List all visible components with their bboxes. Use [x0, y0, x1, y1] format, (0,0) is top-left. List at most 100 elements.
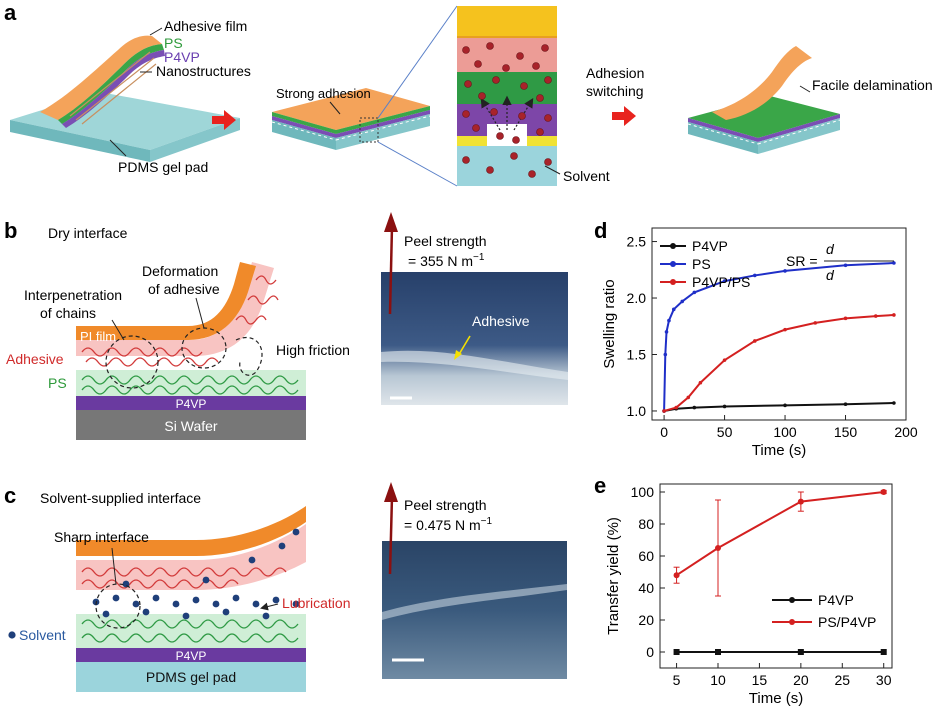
label-nanostructures: Nanostructures — [156, 63, 251, 79]
panel-a-device-3 — [687, 46, 841, 154]
data-point — [674, 405, 678, 410]
legend-marker — [670, 279, 676, 285]
legend-marker — [670, 243, 676, 249]
data-point — [667, 318, 671, 323]
panel-c: Solvent-supplied interface Sharp interfa… — [8, 482, 567, 692]
y-tick-label: 2.5 — [627, 234, 647, 250]
sr-denominator: d — [826, 267, 835, 283]
peel-arrow-b — [388, 225, 394, 315]
label-pdms-gel-pad-c: PDMS gel pad — [146, 669, 236, 685]
label-p4vp: P4VP — [164, 49, 200, 65]
data-point — [663, 352, 668, 357]
ps-chains-c — [81, 619, 299, 643]
y-axis-label: Swelling ratio — [601, 279, 618, 368]
x-tick-label: 5 — [673, 672, 681, 688]
panel-a-device-2 — [271, 88, 431, 150]
data-point — [880, 489, 887, 495]
y-tick-label: 60 — [638, 548, 654, 564]
legend-label: PS — [692, 256, 711, 272]
data-point — [783, 403, 787, 408]
label-photo-adhesive: Adhesive — [472, 313, 530, 329]
label-high-friction: High friction — [276, 342, 350, 358]
data-point — [673, 649, 680, 655]
adhesive-chains-c — [81, 567, 287, 589]
x-tick-label: 20 — [793, 672, 809, 688]
y-tick-label: 0 — [646, 644, 654, 660]
data-point — [662, 409, 666, 413]
legend-marker — [670, 261, 676, 267]
y-tick-label: 2.0 — [627, 290, 647, 306]
label-adhesion: Adhesion — [586, 65, 644, 81]
y-tick-label: 20 — [638, 612, 654, 628]
panel-a: Adhesive film PS P4VP Nanostructures PDM… — [10, 5, 933, 187]
data-point — [692, 405, 697, 410]
data-point — [722, 279, 727, 283]
label-peel-value-b: = 355 N m−1 — [408, 252, 485, 269]
data-point — [680, 299, 685, 304]
data-point — [843, 316, 848, 321]
data-point — [686, 395, 691, 400]
label-peel-strength-c: Peel strength — [404, 497, 487, 513]
y-tick-label: 1.0 — [627, 403, 647, 419]
x-tick-label: 100 — [773, 424, 797, 440]
panel-b: Dry interface Interpenetration of chains… — [6, 212, 568, 440]
data-point — [715, 545, 721, 551]
data-point — [664, 330, 669, 334]
label-adhesive-film: Adhesive film — [164, 18, 247, 34]
label-peel-value-c: = 0.475 N m−1 — [404, 516, 492, 533]
data-point — [892, 261, 896, 265]
arrow-right-icon — [212, 110, 236, 130]
label-solvent-c: Solvent — [19, 627, 66, 643]
x-tick-label: 15 — [752, 672, 768, 688]
legend-label: P4VP/PS — [692, 274, 750, 290]
label-sharp-interface: Sharp interface — [54, 529, 149, 545]
data-point — [692, 290, 697, 295]
label-pi-film: PI film — [80, 329, 116, 344]
transfer-yield-chart: 5 10 15 20 25 30 0 20 40 60 80 100 Time (s) Transfer … — [605, 483, 893, 707]
legend-marker — [789, 619, 795, 625]
series-line — [663, 402, 894, 412]
arrow-right-icon — [612, 106, 636, 126]
legend-label: P4VP — [692, 238, 728, 254]
label-si-wafer: Si Wafer — [164, 418, 217, 434]
plot-frame — [651, 227, 907, 421]
y-tick-label: 1.5 — [627, 346, 647, 362]
x-axis-label: Time (s) — [749, 690, 803, 707]
label-of-chains: of chains — [40, 305, 96, 321]
solvent-dots-c — [92, 528, 300, 620]
x-axis-label: Time (s) — [752, 442, 806, 459]
label-lubrication: Lubrication — [282, 595, 351, 611]
label-interpenetration: Interpenetration — [24, 287, 122, 303]
swelling-chart: 0 50 100 150 200 1.0 1.5 2.0 2.5 Time (s) Swelling… — [601, 227, 918, 459]
label-switching: switching — [586, 83, 644, 99]
data-point — [673, 572, 680, 579]
panel-b-title: Dry interface — [48, 225, 128, 241]
panel-a-device-1 — [10, 35, 240, 162]
data-point — [797, 649, 804, 655]
label-facile-delamination: Facile delamination — [812, 77, 933, 93]
label-of-adhesive: of adhesive — [148, 281, 220, 297]
label-adhesive: Adhesive — [6, 351, 64, 367]
x-tick-label: 25 — [834, 672, 850, 688]
label-strong-adhesion: Strong adhesion — [276, 86, 371, 101]
series-line — [676, 491, 884, 577]
panel-letter-d: d — [594, 218, 607, 243]
x-tick-label: 30 — [876, 672, 892, 688]
data-point — [873, 314, 878, 318]
data-point — [843, 263, 848, 268]
panel-letter-b: b — [4, 218, 17, 243]
label-p4vp-b: P4VP — [176, 397, 207, 411]
data-point — [783, 269, 787, 273]
label-pdms-gel-pad-a: PDMS gel pad — [118, 159, 208, 175]
panel-c-title: Solvent-supplied interface — [40, 490, 201, 506]
legend-label: PS/P4VP — [818, 614, 876, 630]
data-point — [843, 402, 848, 406]
data-point — [722, 358, 727, 362]
ps-chains — [81, 375, 299, 395]
layer-stack-inset — [457, 6, 557, 186]
label-ps: PS — [164, 35, 183, 51]
sr-numerator: d — [826, 241, 835, 257]
data-point — [698, 380, 703, 385]
label-deformation: Deformation — [142, 263, 218, 279]
data-point — [880, 649, 887, 655]
